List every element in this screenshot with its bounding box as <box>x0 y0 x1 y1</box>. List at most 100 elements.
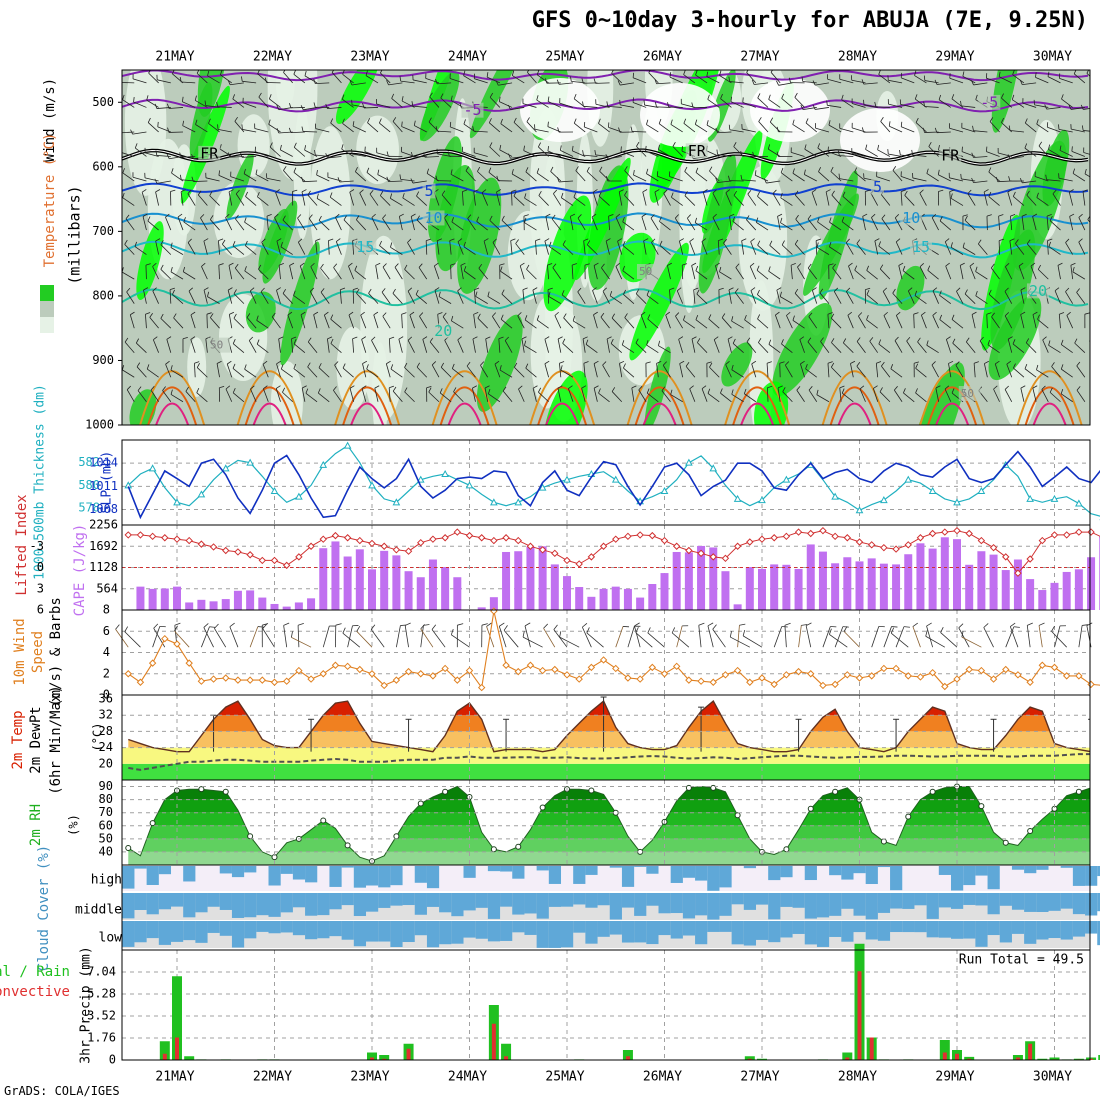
wind-barb <box>444 214 449 219</box>
chart-title: GFS 0~10day 3-hourly for ABUJA (7E, 9.25… <box>531 8 1088 33</box>
wind-barb <box>1054 625 1061 648</box>
cloud-cover-cell <box>463 866 476 878</box>
wind-barb <box>449 78 464 84</box>
wind-barb <box>232 94 236 100</box>
cape-bar <box>611 586 620 610</box>
wind-barb <box>283 622 290 626</box>
wind-barb <box>340 287 346 291</box>
wind-barb <box>611 70 614 74</box>
wind-barb <box>335 217 342 231</box>
wind-barb <box>750 287 756 291</box>
wind-barb <box>152 266 159 280</box>
li-tick-label: 0 <box>37 560 44 574</box>
wind-barb <box>315 240 318 255</box>
wind-barb <box>599 170 610 182</box>
wind-barb <box>758 117 762 122</box>
wind-barb <box>570 213 576 217</box>
thickness-point <box>514 498 523 506</box>
wind-barb <box>895 241 903 255</box>
isotherm-label: 50 <box>961 387 974 400</box>
wind-barb <box>242 156 257 158</box>
cloud-cover-cell <box>1011 921 1025 934</box>
wind-barb <box>586 632 604 648</box>
wind-barb <box>287 314 294 329</box>
wind-barb <box>750 241 757 255</box>
wind-barb <box>188 290 196 304</box>
wind-barb <box>945 262 950 267</box>
wind-barb <box>401 314 403 329</box>
wind-barb <box>691 338 696 353</box>
wind-barb <box>973 180 988 184</box>
lifted-index-point <box>831 532 839 541</box>
wind-barb <box>695 270 708 280</box>
wind-barb <box>780 197 793 206</box>
wind-barb <box>732 216 736 222</box>
wind-barb <box>495 80 499 86</box>
wind-barb <box>171 168 174 174</box>
cape-bar <box>1001 570 1010 610</box>
wind-barb <box>859 388 866 402</box>
cloud-cover-cell <box>707 893 720 920</box>
cape-bar <box>246 590 255 610</box>
wind-barb <box>431 361 437 366</box>
wind-barb <box>642 191 647 206</box>
wind-barb <box>640 314 647 329</box>
wind-barb <box>679 360 685 364</box>
wind-barb <box>154 103 158 109</box>
wind-barb <box>283 625 288 648</box>
cloud-cover-cell <box>183 921 196 941</box>
wind-barb <box>987 344 1000 354</box>
wind-barb <box>934 127 938 133</box>
wind-barb <box>205 105 220 108</box>
wind-barb <box>266 177 281 182</box>
rh-tick-label: 60 <box>99 818 113 832</box>
wind-barb <box>725 360 730 365</box>
wind-barb <box>644 104 659 108</box>
wind-barb <box>1093 312 1097 315</box>
wind-barb <box>843 338 847 344</box>
wind-barb <box>575 166 579 171</box>
wind-barb <box>325 103 328 109</box>
wind-barb <box>632 77 647 84</box>
wind-barb <box>691 336 697 340</box>
wind-barb <box>410 216 415 231</box>
wind-barb <box>624 170 635 182</box>
lifted-index-point <box>1087 528 1095 536</box>
wind-barb <box>828 263 834 266</box>
wind-tick-label: 4 <box>103 645 110 659</box>
rh-moist-band <box>990 229 1036 351</box>
wind-barb <box>560 192 564 198</box>
wind-barb <box>900 121 903 127</box>
wind-barb <box>1048 241 1051 247</box>
wind-barb <box>657 175 671 182</box>
wind-barb <box>689 241 696 255</box>
wind-barb <box>893 389 903 402</box>
wind-barb <box>633 174 647 182</box>
date-label-bottom: 21MAY <box>155 1070 194 1085</box>
wind-barb <box>182 120 185 126</box>
wind-barb <box>782 387 786 392</box>
lifted-index-point <box>672 542 681 550</box>
wind-barb <box>269 142 273 148</box>
wind-barb <box>907 290 915 304</box>
wind-barb <box>218 238 224 242</box>
wind-barb <box>494 363 501 378</box>
isotherm-label: FR <box>941 146 960 164</box>
wind-barb <box>305 392 318 403</box>
isotherm-label: 50 <box>639 265 652 278</box>
cloud-cover-cell <box>292 893 306 908</box>
cloud-cover-cell <box>512 866 525 879</box>
rh-point <box>807 805 814 812</box>
wind-barb <box>155 189 161 193</box>
wind-barb <box>654 191 659 206</box>
wind-barb <box>538 195 549 206</box>
cloud-cover-cell <box>231 893 245 918</box>
wind-barb <box>993 388 1000 402</box>
wind-barb <box>544 78 548 84</box>
wind-barb <box>961 636 982 648</box>
wind-barb <box>983 189 989 193</box>
wind-barb <box>1047 240 1049 255</box>
rh-point <box>637 848 644 855</box>
wind-barb <box>269 146 281 157</box>
wind-barb <box>418 267 428 280</box>
